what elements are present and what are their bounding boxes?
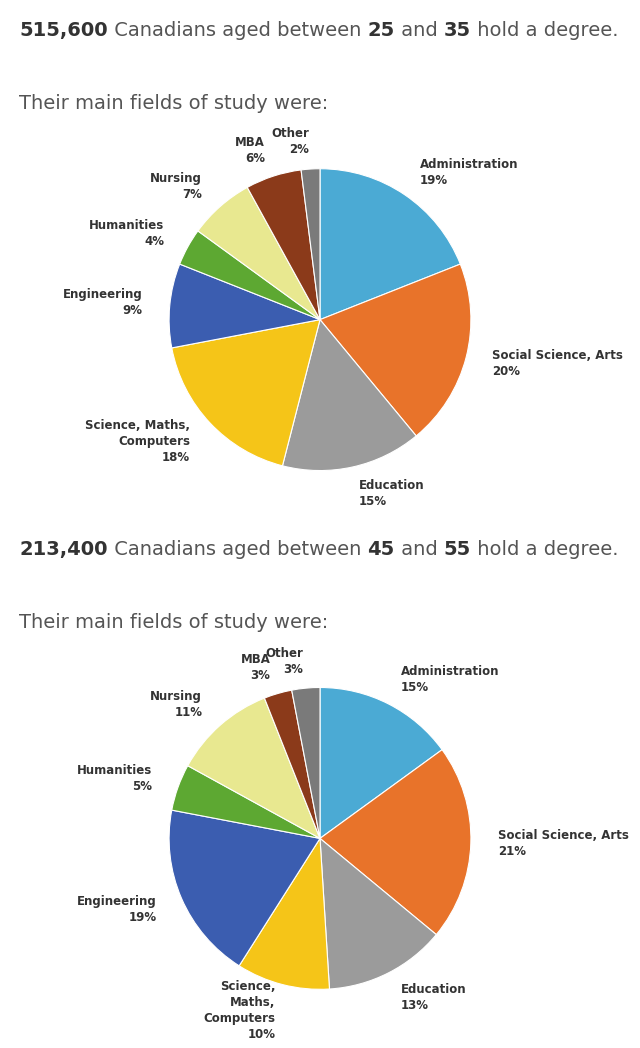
Text: Their main fields of study were:: Their main fields of study were: <box>19 94 328 113</box>
Text: Administration
15%: Administration 15% <box>401 665 499 694</box>
Text: Social Science, Arts
20%: Social Science, Arts 20% <box>493 349 623 378</box>
Text: 25: 25 <box>367 21 395 40</box>
Text: Engineering
9%: Engineering 9% <box>63 288 143 318</box>
Text: 35: 35 <box>444 21 471 40</box>
Text: Other
2%: Other 2% <box>271 128 309 156</box>
Wedge shape <box>169 264 320 348</box>
Wedge shape <box>292 687 320 838</box>
Text: 515,600: 515,600 <box>19 21 108 40</box>
Wedge shape <box>239 838 330 989</box>
Wedge shape <box>198 188 320 320</box>
Text: Social Science, Arts
21%: Social Science, Arts 21% <box>498 830 629 858</box>
Text: 45: 45 <box>367 540 395 559</box>
Text: and: and <box>395 540 444 559</box>
Text: Other
3%: Other 3% <box>266 647 303 676</box>
Text: hold a degree.: hold a degree. <box>471 21 618 40</box>
Wedge shape <box>172 320 320 465</box>
Wedge shape <box>188 698 320 838</box>
Text: 213,400: 213,400 <box>19 540 108 559</box>
Text: Science, Maths,
Computers
18%: Science, Maths, Computers 18% <box>85 419 190 464</box>
Wedge shape <box>169 810 320 966</box>
Text: MBA
3%: MBA 3% <box>241 653 270 682</box>
Text: Education
13%: Education 13% <box>401 983 467 1011</box>
Wedge shape <box>247 170 320 320</box>
Text: Science,
Maths,
Computers
10%: Science, Maths, Computers 10% <box>204 980 276 1042</box>
Wedge shape <box>320 169 460 320</box>
Text: Engineering
19%: Engineering 19% <box>77 895 157 923</box>
Wedge shape <box>320 749 471 935</box>
Text: 55: 55 <box>444 540 471 559</box>
Wedge shape <box>320 264 471 436</box>
Wedge shape <box>301 169 320 320</box>
Wedge shape <box>172 766 320 838</box>
Text: Canadians aged between: Canadians aged between <box>108 540 367 559</box>
Text: Education
15%: Education 15% <box>359 479 424 508</box>
Wedge shape <box>320 838 436 989</box>
Text: and: and <box>395 21 444 40</box>
Wedge shape <box>180 231 320 320</box>
Text: Their main fields of study were:: Their main fields of study were: <box>19 613 328 632</box>
Text: MBA
6%: MBA 6% <box>235 136 265 165</box>
Text: Humanities
4%: Humanities 4% <box>89 219 164 248</box>
Text: Canadians aged between: Canadians aged between <box>108 21 367 40</box>
Text: hold a degree.: hold a degree. <box>471 540 618 559</box>
Text: Administration
19%: Administration 19% <box>420 158 518 187</box>
Wedge shape <box>320 687 442 838</box>
Text: Nursing
11%: Nursing 11% <box>150 691 202 719</box>
Text: Nursing
7%: Nursing 7% <box>150 172 202 200</box>
Wedge shape <box>264 691 320 838</box>
Wedge shape <box>282 320 416 471</box>
Text: Humanities
5%: Humanities 5% <box>77 764 152 792</box>
